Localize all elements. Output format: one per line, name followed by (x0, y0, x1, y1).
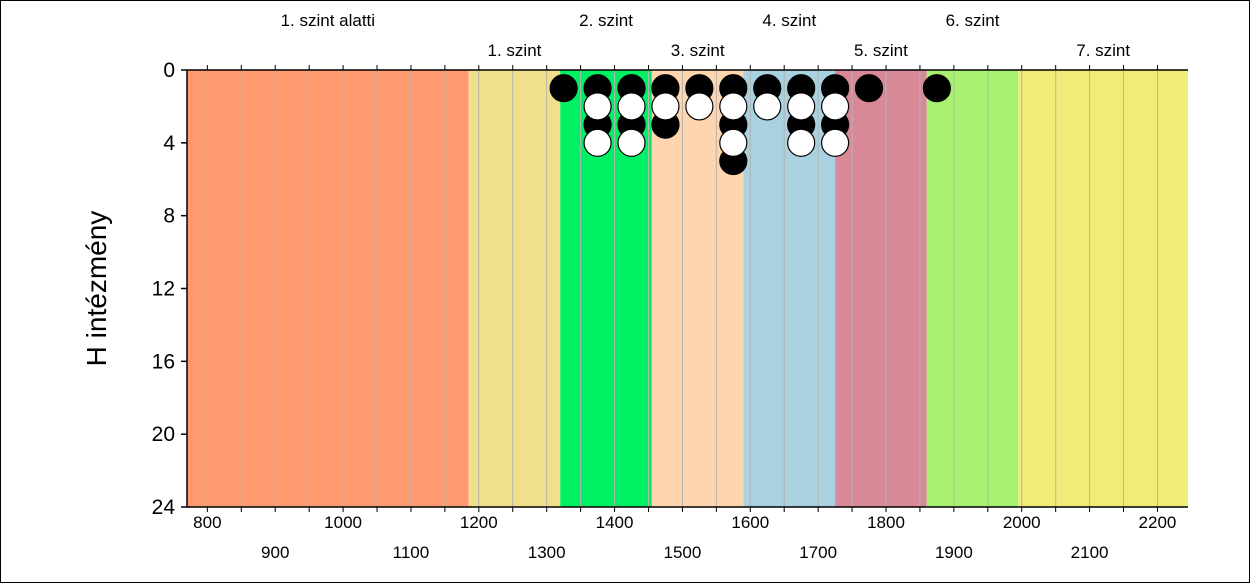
band-1 (187, 70, 469, 507)
y-tick-label: 16 (152, 350, 175, 373)
band-label: 1. szint (488, 41, 542, 60)
band-label: 7. szint (1076, 41, 1130, 60)
y-tick-label: 24 (152, 496, 176, 519)
x-tick-label: 2200 (1139, 513, 1177, 532)
data-point-white (651, 92, 680, 121)
x-tick-label: 1200 (460, 513, 498, 532)
x-tick-label: 1700 (799, 543, 837, 562)
x-tick-label: 1500 (663, 543, 701, 562)
x-tick-label: 1300 (528, 543, 566, 562)
y-tick-label: 0 (163, 59, 175, 82)
band-label: 1. szint alatti (281, 11, 376, 30)
band-7 (926, 70, 1019, 507)
x-tick-label: 900 (261, 543, 289, 562)
band-label: 2. szint (579, 11, 633, 30)
data-point-white (787, 92, 816, 121)
y-tick-label: 20 (152, 423, 175, 446)
x-tick-label: 1400 (596, 513, 634, 532)
x-tick-label: 1600 (731, 513, 769, 532)
y-tick-label: 12 (152, 278, 175, 301)
data-point-white (617, 128, 646, 157)
data-point-white (617, 92, 646, 121)
x-tick-label: 2100 (1071, 543, 1109, 562)
x-tick-label: 1800 (867, 513, 905, 532)
x-tick-label: 1000 (324, 513, 362, 532)
band-label: 5. szint (854, 41, 908, 60)
data-point-white (821, 128, 850, 157)
band-label: 6. szint (946, 11, 1000, 30)
data-point-white (719, 92, 748, 121)
x-tick-label: 1900 (935, 543, 973, 562)
band-2 (468, 70, 561, 507)
data-point-white (583, 92, 612, 121)
y-tick-label: 4 (163, 132, 175, 155)
data-point-black (922, 74, 952, 103)
band-6 (835, 70, 927, 507)
band-label: 4. szint (762, 11, 816, 30)
data-point-white (787, 128, 816, 157)
x-tick-label: 800 (193, 513, 221, 532)
x-tick-label: 2000 (1003, 513, 1041, 532)
band-8 (1018, 70, 1188, 507)
data-point-black (854, 74, 884, 103)
y-tick-label: 8 (163, 205, 175, 228)
x-tick-label: 1100 (393, 543, 430, 562)
y-axis-label: H intézmény (81, 211, 112, 367)
band-label: 3. szint (671, 41, 725, 60)
data-point-black (549, 74, 578, 103)
data-point-white (685, 92, 714, 121)
data-point-white (719, 128, 748, 157)
data-point-white (753, 92, 782, 121)
data-point-white (583, 128, 612, 157)
data-point-white (821, 92, 850, 121)
